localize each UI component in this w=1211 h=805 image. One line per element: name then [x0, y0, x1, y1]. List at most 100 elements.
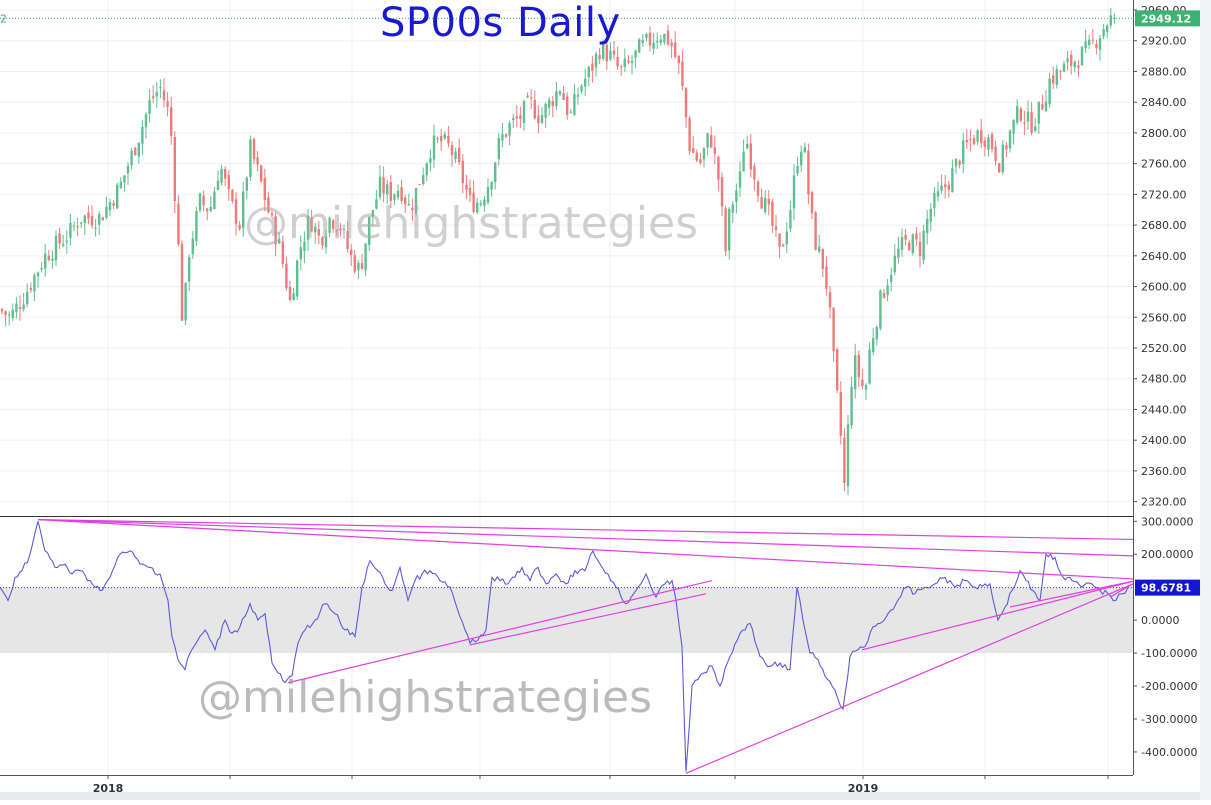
candle[interactable] [105, 196, 108, 220]
candle[interactable] [0, 307, 4, 315]
candle[interactable] [900, 228, 904, 257]
candle[interactable] [468, 179, 472, 203]
candle[interactable] [512, 113, 515, 129]
candle[interactable] [288, 280, 292, 302]
candle[interactable] [965, 128, 968, 149]
candle[interactable] [83, 214, 86, 236]
candle[interactable] [202, 190, 205, 212]
candle[interactable] [29, 282, 32, 294]
candle[interactable] [252, 137, 256, 165]
candle[interactable] [800, 145, 803, 173]
candle[interactable] [1088, 34, 1091, 49]
candle[interactable] [494, 161, 497, 190]
candle[interactable] [393, 193, 396, 206]
candle[interactable] [854, 343, 857, 399]
candle[interactable] [828, 286, 832, 319]
candle[interactable] [1026, 100, 1030, 130]
candle[interactable] [645, 32, 648, 42]
candle[interactable] [998, 162, 1001, 173]
candle[interactable] [843, 428, 846, 491]
candle[interactable] [137, 142, 140, 164]
candle[interactable] [681, 50, 684, 91]
candle[interactable] [796, 156, 799, 177]
candle[interactable] [216, 170, 220, 191]
candle[interactable] [1106, 24, 1109, 38]
candle[interactable] [335, 228, 338, 237]
candle[interactable] [825, 256, 828, 296]
candle[interactable] [972, 134, 976, 146]
candle[interactable] [677, 55, 680, 75]
candle[interactable] [62, 234, 65, 248]
candle[interactable] [378, 165, 382, 200]
candle[interactable] [612, 41, 616, 60]
candle[interactable] [148, 88, 151, 123]
candle[interactable] [789, 201, 792, 232]
trendline[interactable] [1109, 583, 1134, 598]
candle[interactable] [227, 170, 230, 201]
trendline[interactable] [1009, 580, 1134, 608]
candle[interactable] [868, 342, 871, 385]
candle[interactable] [1044, 90, 1048, 112]
candle[interactable] [717, 155, 720, 191]
candle[interactable] [314, 222, 317, 245]
candle[interactable] [504, 133, 508, 139]
candle[interactable] [627, 55, 630, 65]
candle[interactable] [738, 161, 742, 197]
candle[interactable] [656, 32, 659, 50]
candle[interactable] [90, 205, 94, 229]
candle[interactable] [422, 167, 425, 186]
candle[interactable] [206, 208, 209, 221]
candle[interactable] [65, 230, 68, 254]
candle[interactable] [461, 153, 464, 194]
candle[interactable] [198, 192, 202, 213]
candle[interactable] [944, 174, 947, 199]
candle[interactable] [540, 106, 544, 125]
candle[interactable] [224, 166, 227, 187]
candle[interactable] [605, 36, 608, 71]
candle[interactable] [782, 243, 785, 247]
candle[interactable] [371, 209, 374, 227]
candle[interactable] [234, 192, 238, 236]
candle[interactable] [173, 131, 176, 214]
candle[interactable] [890, 267, 893, 292]
candle[interactable] [98, 211, 101, 236]
candle[interactable] [256, 151, 259, 172]
candle[interactable] [641, 34, 644, 47]
candle[interactable] [774, 214, 778, 238]
candle[interactable] [177, 195, 180, 247]
candle[interactable] [144, 112, 148, 139]
candle[interactable] [713, 135, 716, 165]
candle[interactable] [58, 227, 61, 250]
candle[interactable] [404, 194, 407, 214]
candle[interactable] [306, 209, 310, 252]
candle[interactable] [1070, 50, 1073, 75]
candle[interactable] [911, 233, 914, 256]
candle[interactable] [1055, 64, 1058, 89]
candle[interactable] [558, 89, 562, 97]
candle[interactable] [699, 152, 702, 166]
candle[interactable] [846, 414, 850, 496]
candle[interactable] [130, 147, 133, 170]
candle[interactable] [47, 250, 50, 262]
candle[interactable] [33, 273, 36, 301]
candle[interactable] [479, 200, 482, 207]
candle[interactable] [674, 31, 677, 59]
candle[interactable] [497, 132, 500, 166]
candle[interactable] [278, 232, 281, 245]
candle[interactable] [850, 377, 853, 429]
trendline[interactable] [37, 519, 1134, 580]
candle[interactable] [483, 196, 486, 212]
candle[interactable] [814, 211, 817, 251]
candle[interactable] [476, 198, 479, 215]
candle[interactable] [414, 187, 418, 217]
candle[interactable] [18, 295, 22, 321]
candle[interactable] [396, 184, 400, 201]
candle[interactable] [695, 149, 698, 163]
candle[interactable] [537, 105, 540, 134]
candle[interactable] [771, 198, 774, 234]
candle[interactable] [458, 138, 461, 165]
candle[interactable] [976, 129, 979, 146]
candle[interactable] [54, 230, 58, 267]
candle[interactable] [1109, 7, 1112, 29]
candle[interactable] [317, 220, 320, 245]
